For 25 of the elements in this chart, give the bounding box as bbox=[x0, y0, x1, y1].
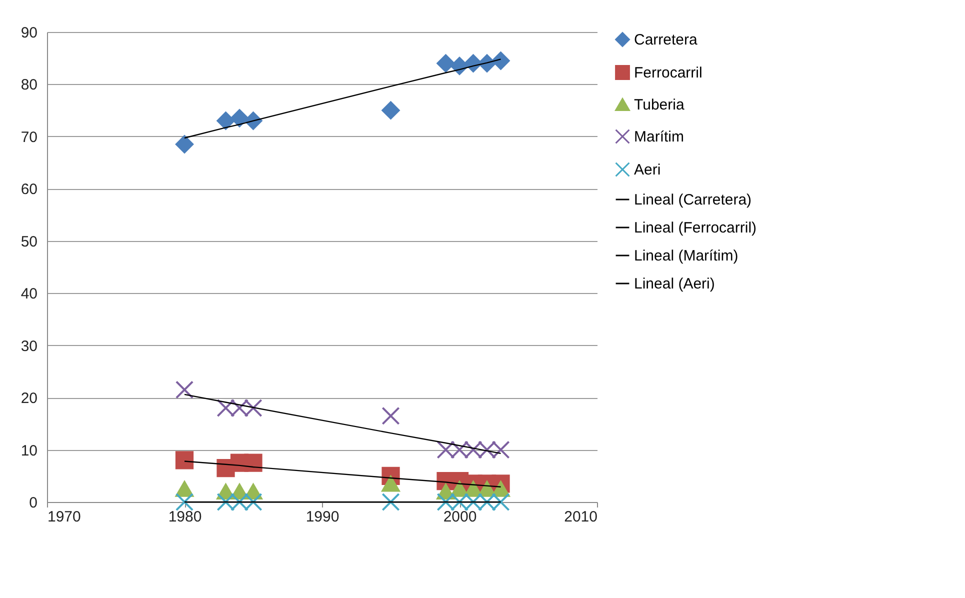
legend-label: Marítim bbox=[634, 128, 684, 146]
legend-label: Tuberia bbox=[634, 96, 685, 114]
y-tick-label: 30 bbox=[20, 338, 38, 355]
legend-label: Carretera bbox=[634, 32, 698, 48]
y-tick-label: 20 bbox=[20, 390, 38, 408]
y-tick-label: 80 bbox=[20, 76, 38, 94]
legend-label: Lineal (Aeri) bbox=[634, 276, 715, 292]
legend-label: Lineal (Ferrocarril) bbox=[634, 220, 757, 236]
legend-label: Ferrocarril bbox=[634, 64, 702, 82]
y-tick-label: 0 bbox=[29, 494, 38, 512]
y-tick-label: 60 bbox=[20, 181, 38, 198]
legend-label: Aeri bbox=[634, 162, 661, 178]
legend-label: Lineal (Marítim) bbox=[634, 248, 738, 264]
legend-label: Lineal (Carretera) bbox=[634, 192, 752, 208]
x-tick-label: 2010 bbox=[564, 508, 598, 526]
y-tick-label: 70 bbox=[20, 128, 38, 146]
y-tick-label: 10 bbox=[20, 442, 38, 460]
y-tick-label: 40 bbox=[20, 286, 38, 303]
y-tick-label: 50 bbox=[20, 233, 38, 250]
line-series bbox=[184, 394, 502, 454]
x-tick-label: 2000 bbox=[443, 508, 477, 526]
x-tick-label: 1970 bbox=[48, 508, 81, 526]
x-tick-label: 1980 bbox=[168, 508, 202, 526]
y-tick-label: 90 bbox=[20, 24, 38, 42]
x-tick-label: 1990 bbox=[306, 508, 340, 526]
